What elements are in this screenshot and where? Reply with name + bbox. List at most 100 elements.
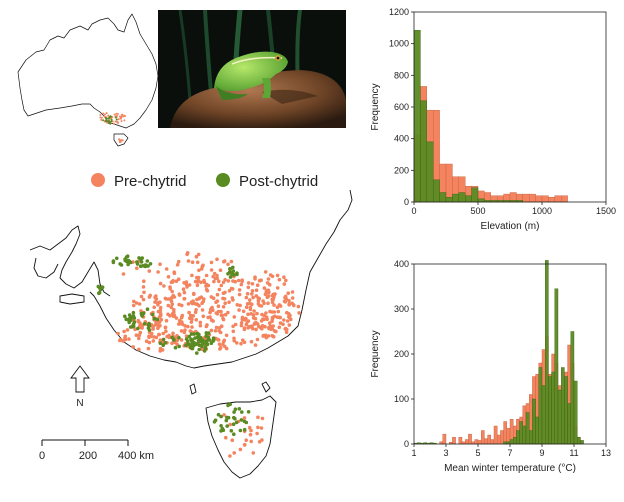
occurrence-point-24 [103, 115, 106, 118]
occurrence-point-470 [175, 263, 180, 267]
occurrence-point-688 [231, 269, 236, 273]
occurrence-point-348 [182, 296, 186, 301]
occurrence-point-461 [121, 272, 126, 276]
bar-pre-22 [554, 195, 562, 203]
occurrence-point-122 [169, 305, 174, 310]
occurrence-point-386 [252, 309, 256, 313]
bar-pre-12 [481, 430, 485, 445]
occurrence-point-355 [220, 313, 225, 318]
occurrence-point-643 [124, 317, 128, 322]
occurrence-point-545 [164, 329, 168, 334]
occurrence-point-638 [132, 316, 137, 320]
bar-post-16 [532, 398, 536, 445]
occurrence-point-634 [152, 316, 157, 321]
occurrence-point-75 [232, 315, 237, 319]
occurrence-point-697 [204, 341, 209, 346]
occurrence-point-337 [168, 285, 172, 289]
occurrence-point-40 [102, 112, 105, 115]
occurrence-point-154 [239, 282, 244, 287]
occurrence-point-171 [139, 294, 144, 299]
gulf-coastline [29, 225, 111, 297]
occurrence-point-488 [209, 268, 214, 272]
occurrence-point-176 [186, 302, 191, 306]
occurrence-point-152 [261, 317, 265, 321]
bar-pre-19 [535, 195, 543, 203]
occurrence-point-593 [189, 332, 194, 336]
x-tick-label-6: 13 [601, 448, 611, 458]
occurrence-point-71 [121, 139, 124, 142]
occurrence-point-248 [192, 291, 196, 296]
occurrence-point-225 [217, 342, 222, 347]
occurrence-point-303 [264, 335, 269, 340]
occurrence-point-684 [228, 275, 233, 279]
occurrence-point-354 [248, 307, 253, 312]
occurrence-point-440 [196, 252, 201, 257]
occurrence-point-438 [254, 321, 258, 325]
occurrence-point-263 [241, 309, 246, 314]
bar-post-6 [452, 193, 459, 203]
occurrence-point-37 [103, 113, 106, 116]
x-tick-label-2: 1000 [532, 206, 552, 216]
occurrence-point-39 [212, 279, 216, 284]
occurrence-point-139 [188, 329, 193, 333]
occurrence-point-98 [195, 297, 199, 302]
north-arrow-icon [70, 365, 90, 393]
legend-pre-marker [91, 173, 105, 187]
bar-pre-11 [477, 440, 482, 445]
occurrence-point-505 [151, 339, 156, 343]
occurrence-point-742 [240, 410, 244, 414]
bar-post-3 [433, 179, 440, 203]
occurrence-point-298 [270, 334, 275, 338]
occurrence-point-264 [157, 315, 162, 319]
occurrence-point-56 [221, 316, 225, 321]
occurrence-point-267 [214, 325, 219, 330]
occurrence-point-283 [239, 341, 243, 346]
occurrence-point-571 [256, 415, 260, 420]
bar-post-17 [535, 416, 539, 445]
occurrence-point-462 [218, 268, 223, 273]
occurrence-point-137 [261, 333, 266, 338]
occurrence-point-433 [292, 303, 296, 308]
occurrence-point-442 [221, 280, 226, 285]
occurrence-point-339 [202, 297, 206, 301]
occurrence-point-114 [206, 315, 210, 320]
occurrence-point-34 [209, 328, 214, 333]
occurrence-point-435 [270, 300, 275, 305]
occurrence-point-663 [125, 254, 130, 258]
occurrence-point-58 [137, 302, 142, 306]
occurrence-point-727 [246, 410, 251, 414]
occurrence-point-40 [200, 308, 205, 312]
occurrence-point-459 [194, 254, 199, 259]
y-tick-label-2: 200 [394, 349, 409, 359]
occurrence-point-495 [122, 329, 126, 334]
occurrence-point-64 [108, 120, 111, 123]
occurrence-point-368 [189, 300, 194, 305]
occurrence-point-151 [213, 329, 218, 333]
occurrence-point-568 [243, 442, 247, 447]
occurrence-point-142 [246, 281, 251, 285]
bar-post-12 [519, 421, 523, 445]
occurrence-point-564 [247, 425, 252, 430]
bar-post-26 [564, 376, 568, 445]
bar-post-20 [545, 260, 549, 445]
occurrence-point-432 [270, 293, 275, 298]
bar-post-7 [458, 192, 466, 203]
bar-pre-18 [500, 430, 504, 445]
occurrence-point-25 [111, 116, 114, 118]
bar-pre-17 [497, 434, 501, 445]
y-axis-label: Frequency [370, 330, 381, 377]
occurrence-point-28 [99, 114, 102, 116]
australia-inset-map [17, 13, 159, 147]
occurrence-point-44 [121, 113, 124, 116]
occurrence-point-468 [158, 262, 162, 267]
occurrence-point-27 [105, 112, 108, 115]
occurrence-point-608 [201, 339, 206, 343]
occurrence-point-131 [142, 290, 146, 295]
occurrence-point-410 [282, 275, 286, 280]
occurrence-point-313 [209, 309, 213, 313]
occurrence-point-745 [232, 415, 236, 420]
occurrence-point-420 [278, 304, 283, 308]
x-tick-label-2: 5 [475, 448, 480, 458]
occurrence-point-89 [162, 284, 166, 288]
occurrence-point-718 [196, 335, 200, 339]
